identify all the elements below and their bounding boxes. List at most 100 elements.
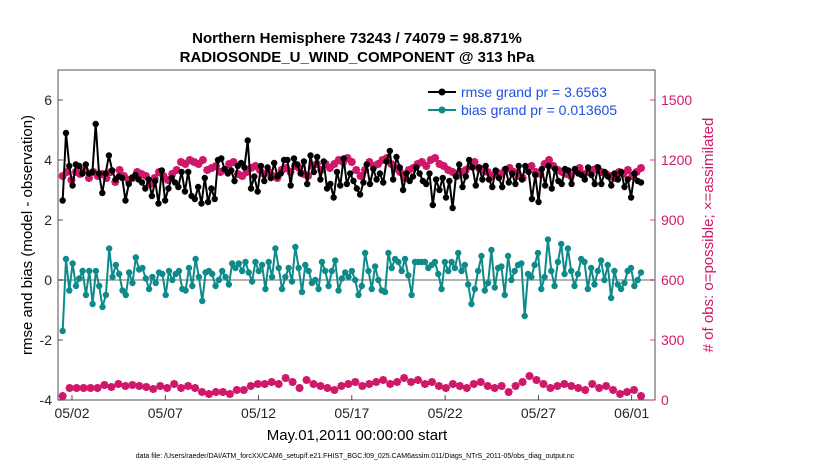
obs_assimilated-point: [546, 384, 555, 392]
obs_possible_top-point: [343, 154, 352, 162]
rmse-point: [565, 167, 572, 174]
rmse-point: [191, 195, 199, 203]
bias-point: [341, 269, 349, 276]
rmse-point: [59, 197, 66, 204]
bias-point: [258, 261, 266, 269]
bias-point: [474, 267, 482, 275]
rmse-point: [320, 158, 327, 165]
rmse-point: [465, 156, 473, 164]
obs_assimilated-point: [525, 372, 534, 380]
rmse-point: [310, 168, 318, 176]
bias-point: [298, 288, 306, 296]
bias-point: [491, 284, 498, 291]
bias-point: [169, 276, 176, 284]
obs_assimilated-point: [177, 384, 186, 392]
bias-point: [288, 278, 296, 285]
bias-point: [69, 260, 76, 267]
obs_assimilated-point: [630, 386, 639, 394]
bias-point: [607, 294, 615, 302]
legend-bias-label: bias grand pr = 0.013605: [461, 102, 617, 118]
obs_assimilated-point: [184, 382, 193, 390]
obs_assimilated-point: [163, 384, 172, 392]
bias-point: [145, 285, 153, 293]
rmse-point: [525, 168, 532, 176]
rmse-point: [89, 168, 96, 176]
bias-point: [538, 285, 545, 293]
obs_assimilated-point: [476, 378, 485, 386]
rmse-point: [518, 176, 526, 183]
bias-point: [96, 282, 103, 290]
obs_possible_top-point: [514, 172, 523, 180]
obs_assimilated-point: [58, 392, 67, 400]
rmse-point: [75, 162, 83, 170]
obs_assimilated-point: [421, 380, 429, 388]
bias-point: [66, 287, 73, 294]
bias-point: [621, 279, 628, 287]
rmse-point: [551, 165, 559, 173]
rmse-point: [442, 194, 450, 201]
obs_possible_top-point: [330, 160, 339, 168]
rmse-point: [208, 185, 215, 192]
obs_possible_top-point: [168, 170, 177, 178]
rmse-point: [383, 158, 390, 165]
rmse-point: [370, 165, 377, 173]
rmse-point: [472, 182, 479, 189]
bias-point: [82, 291, 90, 299]
rmse-point: [373, 176, 380, 183]
bias-point: [454, 249, 462, 257]
obs_assimilated-point: [170, 380, 179, 388]
bias-point: [611, 267, 618, 275]
bias-point: [351, 276, 359, 284]
obs_assimilated-point: [107, 383, 116, 391]
obs_assimilated-point: [351, 378, 360, 386]
x-tick-label: 05/12: [241, 405, 276, 421]
bias-point: [358, 282, 366, 290]
rmse-point: [363, 161, 370, 168]
bias-point: [534, 249, 542, 257]
bias-point: [581, 258, 588, 266]
obs_possible_top-point: [527, 162, 536, 170]
rmse-point: [581, 176, 589, 183]
bias-point: [614, 281, 621, 288]
obs_possible_top-point: [628, 172, 637, 180]
obs_possible_top-point: [413, 160, 422, 168]
obs_possible_top-point: [172, 166, 181, 174]
rmse-point: [495, 174, 503, 182]
rmse-point: [109, 167, 116, 174]
rmse-point: [482, 162, 489, 170]
bias-point: [255, 267, 262, 275]
right-axis-label: # of obs: o=possible; ×=assimilated: [700, 118, 717, 353]
obs_possible_top-point: [496, 170, 505, 178]
bias-point: [375, 276, 382, 284]
obs_possible_top-point: [558, 168, 567, 176]
plot-area: [57, 69, 656, 401]
obs_possible_top-point: [190, 158, 199, 166]
rmse-point: [102, 170, 109, 177]
rmse-point: [350, 177, 357, 185]
bias-point: [322, 267, 329, 275]
rmse-point: [389, 176, 397, 183]
bias-point: [548, 267, 555, 275]
bias-point: [285, 264, 292, 272]
bias-point: [175, 267, 183, 275]
x-tick-label: 05/02: [54, 405, 89, 421]
obs_assimilated-point: [518, 378, 527, 386]
obs_possible_top-point: [549, 162, 558, 170]
obs_assimilated-point: [553, 382, 562, 390]
obs_assimilated-point: [274, 380, 283, 388]
obs_possible_top-point: [444, 166, 453, 174]
rmse-point: [221, 165, 228, 173]
obs_assimilated-point: [330, 386, 339, 394]
obs_assimilated-point: [211, 388, 220, 396]
obs_assimilated-point: [462, 384, 471, 392]
obs_assimilated-point: [393, 378, 402, 386]
y-left-tick-label: 0: [44, 272, 52, 288]
obs_possible_top-point: [251, 162, 260, 170]
obs_assimilated-point: [407, 378, 416, 386]
rmse-point: [541, 182, 549, 189]
bias-point: [125, 269, 133, 276]
obs_assimilated-point: [602, 382, 611, 390]
bias-point: [564, 245, 572, 252]
rmse-point: [393, 153, 400, 161]
bias-point: [335, 287, 342, 294]
